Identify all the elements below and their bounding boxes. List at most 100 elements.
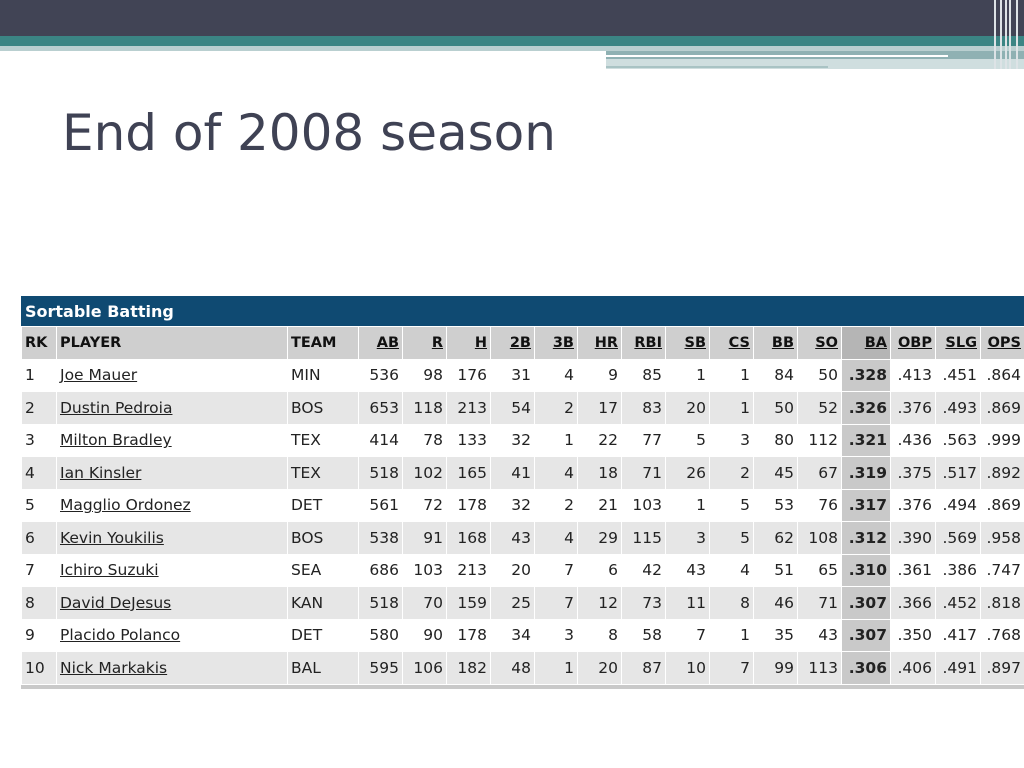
table-row: 6 Kevin Youkilis BOS 538 91 168 43 4 29 115 3 5 62 10… (21, 521, 1024, 555)
player-link[interactable]: Milton Bradley (60, 431, 172, 450)
cell-slg: .491 (935, 651, 981, 685)
player-link[interactable]: Kevin Youkilis (60, 528, 164, 547)
cell-obp: .436 (890, 423, 936, 457)
column-header-cs-sort-link[interactable]: CS (728, 334, 750, 351)
cell-rk: 10 (21, 651, 57, 685)
column-header-ops[interactable]: OPS (980, 326, 1024, 360)
cell-h: 168 (446, 521, 491, 555)
column-header-hr-sort-link[interactable]: HR (594, 334, 618, 351)
cell-bb: 50 (753, 391, 798, 425)
cell-ba: .307 (841, 618, 891, 652)
cell-cs: 7 (709, 651, 754, 685)
cell-obp: .376 (890, 488, 936, 522)
column-header-ab-sort-link[interactable]: AB (376, 334, 399, 351)
column-header-rbi-sort-link[interactable]: RBI (634, 334, 662, 351)
cell-rbi: 85 (621, 358, 666, 392)
cell-team: TEX (287, 456, 359, 490)
column-header-h-sort-link[interactable]: H (474, 334, 487, 351)
player-link[interactable]: Ichiro Suzuki (60, 561, 159, 580)
cell-bb: 80 (753, 423, 798, 457)
cell-obp: .376 (890, 391, 936, 425)
cell-2b: 43 (490, 521, 535, 555)
column-header-h[interactable]: H (446, 326, 491, 360)
cell-cs: 1 (709, 618, 754, 652)
player-link[interactable]: Ian Kinsler (60, 463, 142, 482)
cell-so: 108 (797, 521, 842, 555)
header-band-accent-light (606, 59, 1024, 69)
cell-2b: 32 (490, 423, 535, 457)
cell-h: 178 (446, 488, 491, 522)
cell-rbi: 71 (621, 456, 666, 490)
column-header-bb[interactable]: BB (753, 326, 798, 360)
column-header-3b-sort-link[interactable]: 3B (552, 334, 574, 351)
cell-3b: 3 (534, 618, 578, 652)
cell-team: DET (287, 488, 359, 522)
player-link[interactable]: Nick Markakis (60, 658, 168, 677)
player-link[interactable]: Dustin Pedroia (60, 398, 173, 417)
column-header-2b[interactable]: 2B (490, 326, 535, 360)
column-header-obp-sort-link[interactable]: OBP (897, 334, 932, 351)
column-header-obp[interactable]: OBP (890, 326, 936, 360)
cell-obp: .366 (890, 586, 936, 620)
column-header-rbi[interactable]: RBI (621, 326, 666, 360)
cell-rbi: 115 (621, 521, 666, 555)
cell-player: Magglio Ordonez (56, 488, 288, 522)
cell-rk: 2 (21, 391, 57, 425)
cell-sb: 43 (665, 553, 710, 587)
cell-h: 182 (446, 651, 491, 685)
cell-sb: 1 (665, 358, 710, 392)
cell-ops: .892 (980, 456, 1024, 490)
player-link[interactable]: Placido Polanco (60, 626, 181, 645)
cell-team: BOS (287, 521, 359, 555)
player-link[interactable]: Joe Mauer (60, 366, 138, 385)
player-link[interactable]: Magglio Ordonez (60, 496, 191, 515)
cell-rbi: 73 (621, 586, 666, 620)
cell-rk: 4 (21, 456, 57, 490)
column-header-hr[interactable]: HR (577, 326, 622, 360)
cell-cs: 4 (709, 553, 754, 587)
cell-ab: 686 (358, 553, 403, 587)
cell-ops: .869 (980, 488, 1024, 522)
column-header-ba-sort-link[interactable]: BA (864, 334, 887, 351)
cell-r: 98 (402, 358, 447, 392)
column-header-cs[interactable]: CS (709, 326, 754, 360)
column-header-so[interactable]: SO (797, 326, 842, 360)
column-header-bb-sort-link[interactable]: BB (771, 334, 794, 351)
cell-player: Ian Kinsler (56, 456, 288, 490)
cell-h: 165 (446, 456, 491, 490)
cell-2b: 54 (490, 391, 535, 425)
column-header-slg-sort-link[interactable]: SLG (945, 334, 977, 351)
cell-sb: 3 (665, 521, 710, 555)
column-header-3b[interactable]: 3B (534, 326, 578, 360)
cell-2b: 31 (490, 358, 535, 392)
cell-sb: 5 (665, 423, 710, 457)
cell-obp: .350 (890, 618, 936, 652)
table-header-row: RK PLAYER TEAM AB R H 2B 3B HR RBI SB CS BB SO BA OBP SL… (21, 326, 1024, 360)
column-header-ab[interactable]: AB (358, 326, 403, 360)
column-header-so-sort-link[interactable]: SO (815, 334, 838, 351)
cell-so: 76 (797, 488, 842, 522)
cell-ab: 653 (358, 391, 403, 425)
column-header-r-sort-link[interactable]: R (431, 334, 443, 351)
column-header-sb-sort-link[interactable]: SB (684, 334, 707, 351)
player-link[interactable]: David DeJesus (60, 593, 172, 612)
cell-ops: .768 (980, 618, 1024, 652)
column-header-ba[interactable]: BA (841, 326, 891, 360)
column-header-r[interactable]: R (402, 326, 447, 360)
column-header-2b-sort-link[interactable]: 2B (509, 334, 531, 351)
cell-bb: 51 (753, 553, 798, 587)
table-row: 7 Ichiro Suzuki SEA 686 103 213 20 7 6 42 43 4 51 65.… (21, 553, 1024, 587)
cell-h: 159 (446, 586, 491, 620)
cell-ab: 580 (358, 618, 403, 652)
cell-player: Nick Markakis (56, 651, 288, 685)
column-header-slg[interactable]: SLG (935, 326, 981, 360)
cell-ba: .328 (841, 358, 891, 392)
batting-table: RK PLAYER TEAM AB R H 2B 3B HR RBI SB CS BB SO BA OBP SL… (21, 326, 1024, 685)
cell-cs: 5 (709, 521, 754, 555)
column-header-ops-sort-link[interactable]: OPS (987, 334, 1021, 351)
cell-h: 213 (446, 391, 491, 425)
cell-rbi: 103 (621, 488, 666, 522)
cell-cs: 1 (709, 391, 754, 425)
header-vertical-bars (992, 0, 1024, 69)
column-header-sb[interactable]: SB (665, 326, 710, 360)
